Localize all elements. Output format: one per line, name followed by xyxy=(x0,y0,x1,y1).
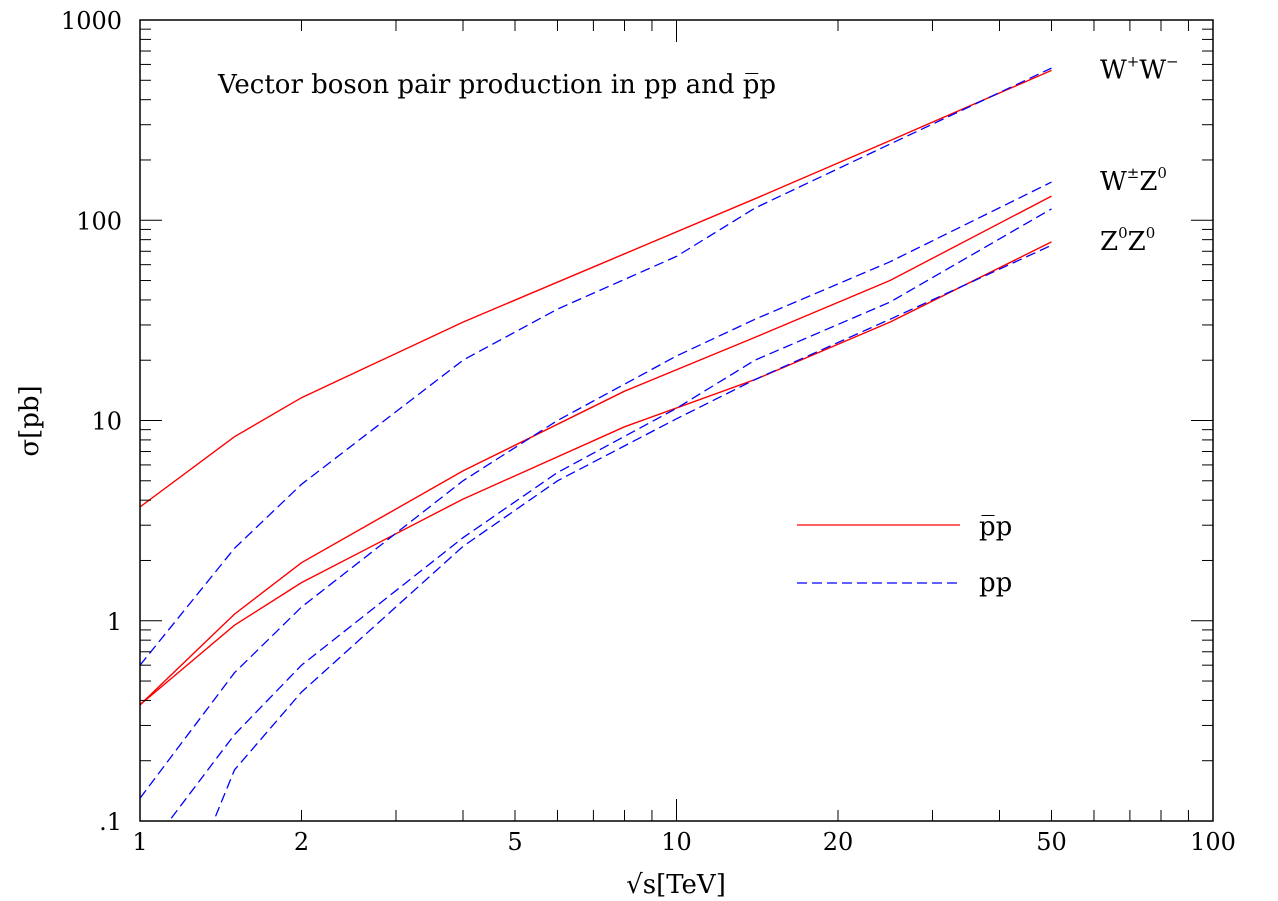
axes-layer xyxy=(139,19,1214,822)
label-layer: 1 2 5 10 20 50 100 .1 1 10 100 1000 xyxy=(61,7,1236,856)
x-tick-label-0: 1 xyxy=(132,828,147,856)
process-label-2: Z0Z0 xyxy=(1100,224,1155,257)
y-tick-label-3: 100 xyxy=(76,207,122,235)
series-line-1 xyxy=(140,195,1052,706)
x-tick-label-2: 5 xyxy=(507,828,522,856)
series-line-4 xyxy=(140,181,1052,799)
tick-layer xyxy=(139,20,1213,822)
y-tick-label-1: 1 xyxy=(107,608,122,636)
x-tick-label-4: 20 xyxy=(823,828,854,856)
x-tick-label-6: 100 xyxy=(1190,828,1236,856)
series-layer xyxy=(140,67,1052,821)
y-tick-label-0: .1 xyxy=(99,808,122,836)
y-axis-title: σ[pb] xyxy=(15,385,45,456)
series-line-2 xyxy=(140,241,1052,706)
legend-label-ppbar: p̅p xyxy=(979,512,1012,542)
plot-frame xyxy=(139,19,1214,822)
x-tick-label-3: 10 xyxy=(661,828,692,856)
series-line-6 xyxy=(212,244,1052,821)
process-annotations: W+W− W±Z0 Z0Z0 xyxy=(1100,52,1179,256)
legend: p̅p pp xyxy=(797,512,1012,598)
x-axis-title: √s[TeV] xyxy=(626,870,726,900)
process-label-0: W+W− xyxy=(1100,52,1179,85)
series-line-5 xyxy=(168,208,1052,821)
legend-label-pp: pp xyxy=(979,568,1012,598)
x-tick-label-1: 2 xyxy=(294,828,309,856)
process-label-1: W±Z0 xyxy=(1100,164,1167,197)
series-line-0 xyxy=(140,69,1052,508)
x-tick-label-5: 50 xyxy=(1036,828,1067,856)
series-line-3 xyxy=(140,67,1052,666)
chart-title: Vector boson pair production in pp and p… xyxy=(217,70,776,100)
y-tick-label-2: 10 xyxy=(91,408,122,436)
y-tick-label-4: 1000 xyxy=(61,7,122,35)
